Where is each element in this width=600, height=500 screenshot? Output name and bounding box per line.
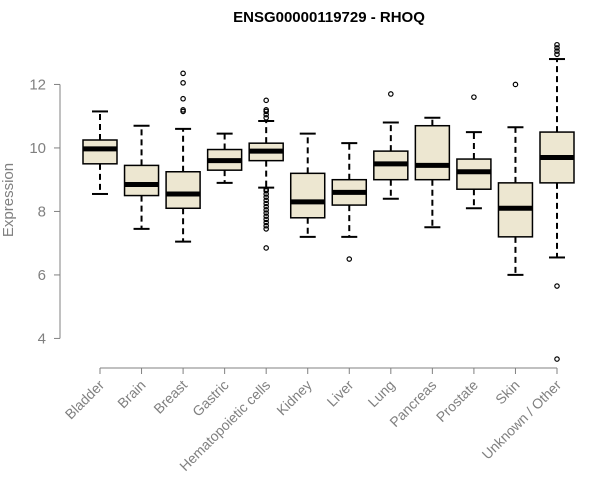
outlier-point bbox=[263, 219, 269, 226]
box-group bbox=[206, 132, 243, 184]
y-tick-label: 4 bbox=[38, 330, 46, 347]
outlier-point bbox=[180, 107, 186, 113]
box-group bbox=[289, 132, 326, 238]
outlier-point bbox=[554, 45, 560, 51]
box-group bbox=[248, 97, 284, 251]
box-group bbox=[414, 116, 451, 229]
box-group bbox=[456, 94, 492, 210]
outlier-point bbox=[554, 48, 560, 54]
box-group bbox=[373, 91, 409, 200]
y-axis: 4 6 8 10 12 bbox=[29, 76, 61, 347]
box-series bbox=[82, 41, 575, 362]
outlier-point bbox=[554, 51, 560, 58]
outlier-point bbox=[263, 210, 269, 216]
x-tick-label: Kidney bbox=[273, 377, 315, 419]
outlier-point bbox=[263, 216, 269, 223]
x-tick-label: Brain bbox=[114, 377, 148, 411]
outlier-point bbox=[180, 80, 186, 86]
outlier-point bbox=[346, 256, 353, 262]
x-tick-label: Skin bbox=[492, 377, 523, 408]
iqr-box bbox=[414, 124, 451, 181]
outlier-point bbox=[263, 245, 269, 251]
outlier-point bbox=[512, 81, 519, 88]
y-axis-title: Expression bbox=[0, 163, 17, 237]
iqr-box bbox=[82, 139, 118, 165]
outlier-point bbox=[263, 186, 269, 193]
box-group bbox=[165, 70, 201, 243]
chart-title: ENSG00000119729 - RHOQ bbox=[233, 9, 425, 26]
outlier-point bbox=[263, 203, 269, 210]
x-tick-label: Bladder bbox=[62, 377, 108, 423]
y-tick-label: 12 bbox=[29, 76, 46, 93]
y-tick-label: 8 bbox=[38, 203, 46, 220]
x-tick-label: Unknown / Other bbox=[479, 377, 565, 463]
outlier-point bbox=[263, 207, 269, 213]
x-tick-label: Breast bbox=[150, 377, 190, 417]
outlier-point bbox=[263, 200, 269, 207]
box-group bbox=[497, 81, 534, 276]
outlier-point bbox=[263, 222, 269, 229]
box-group bbox=[331, 142, 368, 262]
box-group bbox=[123, 124, 160, 230]
x-tick-label: Lung bbox=[365, 377, 398, 410]
outlier-point bbox=[180, 95, 186, 102]
iqr-box bbox=[289, 172, 326, 219]
outlier-point bbox=[554, 356, 560, 362]
box-group bbox=[82, 110, 118, 195]
outlier-point bbox=[471, 94, 477, 100]
y-tick-label: 6 bbox=[38, 267, 46, 284]
outlier-point bbox=[388, 91, 394, 97]
iqr-box bbox=[123, 164, 160, 197]
x-tick-label: Prostate bbox=[433, 377, 481, 425]
box-group bbox=[539, 41, 575, 362]
outlier-point bbox=[263, 213, 269, 219]
y-tick-label: 10 bbox=[29, 140, 46, 157]
iqr-box bbox=[165, 171, 201, 210]
outlier-point bbox=[263, 107, 269, 113]
outlier-point bbox=[554, 41, 560, 48]
outlier-point bbox=[263, 114, 269, 121]
outlier-point bbox=[554, 283, 560, 289]
outlier-point bbox=[263, 226, 269, 232]
outlier-point bbox=[263, 97, 269, 104]
outlier-point bbox=[180, 70, 186, 77]
x-tick-label: Liver bbox=[324, 377, 357, 410]
outlier-point bbox=[263, 194, 269, 200]
outlier-point bbox=[263, 197, 269, 204]
